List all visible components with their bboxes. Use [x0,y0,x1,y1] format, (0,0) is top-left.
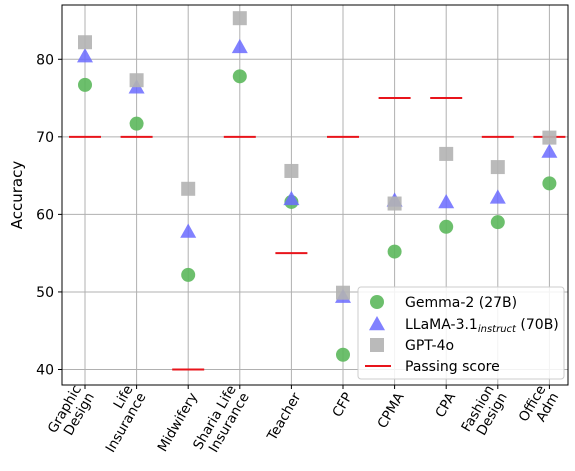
x-axis-ticks: GraphicDesign LifeInsurance MidwiferyShari… [45,383,563,461]
y-tick-label: 60 [36,207,54,223]
data-point-triangle [283,190,300,206]
x-tick-label: CFP [329,390,356,420]
data-point-triangle [231,38,248,54]
data-point-circle [387,244,402,259]
data-point-square [232,11,247,26]
data-point-triangle [541,143,558,158]
y-tick-label: 40 [36,362,54,378]
x-tick-label: GraphicDesign [45,383,98,444]
x-tick-label-line: CPMA [374,389,407,431]
data-point-square [78,35,92,50]
x-tick-label-line: CPA [432,389,459,420]
plot-frame [61,4,569,386]
x-tick-label: Teacher [264,390,305,445]
legend-marker-triangle [369,316,385,331]
data-point-triangle [438,193,455,209]
legend-marker-circle [370,295,384,309]
x-tick-label: OfficeAdm [516,383,563,433]
data-point-square [542,130,557,145]
legend-box [357,286,565,380]
data-point-square [336,285,350,300]
x-tick-label: CPA [432,389,459,420]
data-point-square [387,196,402,211]
y-axis-ticks: 40 50 60 70 80 [36,52,62,378]
x-tick-label: CPMA [374,389,407,431]
data-point-square [490,160,505,175]
data-point-square [284,163,299,178]
legend-label: Passing score [405,359,500,375]
data-point-circle [232,69,247,84]
data-point-square [129,73,144,88]
x-tick-label: FashionDesign [458,383,510,443]
data-points [77,11,558,362]
legend-label: LLaMA-3.1instruct (70B) [405,317,559,335]
legend: Gemma-2 (27B) LLaMA-3.1instruct (70B) GPT-… [357,286,565,380]
data-point-triangle [180,223,197,238]
data-point-circle [181,267,196,282]
data-point-circle [129,116,144,131]
y-axis-label: Accuracy [8,161,26,230]
data-point-triangle [77,48,93,63]
legend-label: GPT-4o [405,338,454,354]
y-tick-label: 80 [36,52,54,68]
data-point-circle [490,215,505,230]
x-tick-label: Sharia LifeInsurance [190,383,253,461]
x-tick-label-line: Teacher [264,390,305,445]
data-point-circle [542,176,557,191]
data-point-circle [336,347,350,362]
data-point-circle [439,219,454,234]
data-point-square [439,146,454,161]
legend-marker-square [370,338,384,352]
y-tick-label: 50 [36,285,54,301]
legend-label: Gemma-2 (27B) [405,295,517,311]
data-point-circle [78,77,92,92]
x-tick-label: LifeInsurance [90,383,150,456]
data-point-square [181,181,196,196]
y-tick-label: 70 [36,130,54,146]
x-tick-label-line: CFP [329,390,356,420]
data-point-triangle [489,189,506,204]
